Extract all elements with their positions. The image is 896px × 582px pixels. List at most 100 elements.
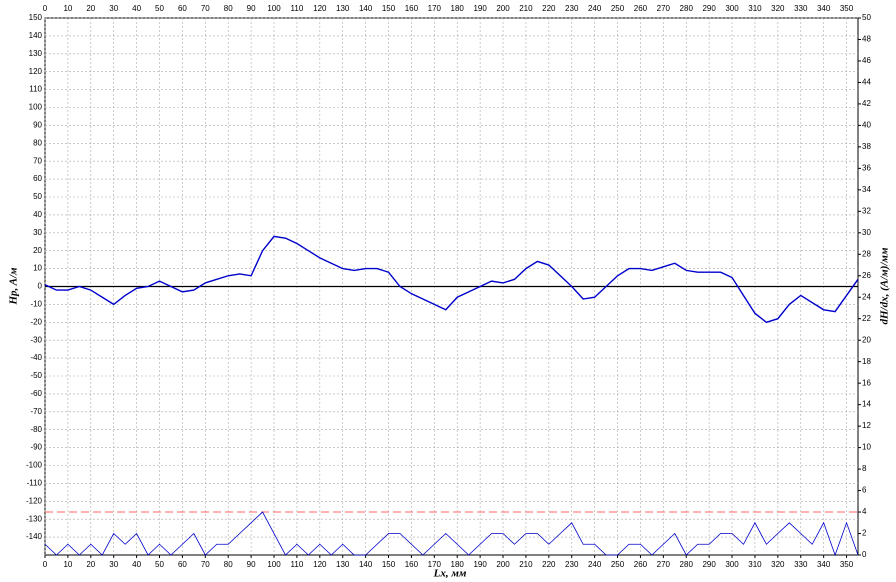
x-tick-label: 10 — [63, 560, 72, 569]
y-tick-label: -80 — [30, 425, 42, 434]
x-tick-label: 350 — [840, 560, 854, 569]
y2-tick-label: 4 — [862, 507, 867, 516]
x-tick-label: 220 — [542, 560, 556, 569]
y2-tick-label: 26 — [862, 271, 871, 280]
line-series — [44, 511, 859, 557]
x-tick-label: 90 — [247, 560, 256, 569]
x-tick-label: 100 — [267, 560, 281, 569]
x-top-tick-label: 220 — [542, 4, 556, 13]
x-tick-label: 320 — [771, 560, 785, 569]
x-top-tick-label: 160 — [405, 4, 419, 13]
y2-tick-label: 0 — [862, 550, 867, 559]
x-top-tick-label: 20 — [86, 4, 95, 13]
x-tick-label: 270 — [657, 560, 671, 569]
x-tick-label: 70 — [201, 560, 210, 569]
x-top-tick-label: 0 — [43, 4, 48, 13]
x-tick-label: 280 — [680, 560, 694, 569]
x-tick-label: 140 — [359, 560, 373, 569]
x-top-tick-label: 40 — [132, 4, 141, 13]
y-tick-label: 0 — [38, 282, 43, 291]
y2-tick-label: 14 — [862, 400, 871, 409]
x-top-tick-label: 60 — [178, 4, 187, 13]
y2-axis-label: dH/dx, (A/м)/мм — [879, 247, 891, 324]
y2-tick-label: 2 — [862, 529, 867, 538]
y2-tick-label: 24 — [862, 292, 871, 301]
y2-tick-label: 46 — [862, 56, 871, 65]
x-axis-label: Lx, мм — [433, 568, 467, 580]
y-tick-label: -130 — [26, 514, 43, 523]
x-top-tick-label: 120 — [313, 4, 327, 13]
x-tick-label: 260 — [634, 560, 648, 569]
x-top-tick-label: 250 — [611, 4, 625, 13]
y-tick-label: 50 — [33, 192, 42, 201]
y-tick-label: -70 — [30, 407, 42, 416]
x-tick-label: 290 — [702, 560, 716, 569]
y2-tick-label: 16 — [862, 378, 871, 387]
y2-tick-label: 22 — [862, 314, 871, 323]
x-tick-label: 230 — [565, 560, 579, 569]
x-tick-label: 160 — [405, 560, 419, 569]
y2-tick-label: 8 — [862, 464, 867, 473]
x-tick-label: 200 — [496, 560, 510, 569]
x-top-tick-label: 100 — [267, 4, 281, 13]
x-top-tick-label: 330 — [794, 4, 808, 13]
y2-tick-label: 10 — [862, 443, 871, 452]
y-tick-label: 20 — [33, 246, 42, 255]
y-tick-label: -100 — [26, 461, 43, 470]
y2-tick-label: 38 — [862, 142, 871, 151]
x-top-tick-label: 320 — [771, 4, 785, 13]
x-top-tick-label: 90 — [247, 4, 256, 13]
y2-tick-label: 30 — [862, 228, 871, 237]
x-tick-label: 50 — [155, 560, 164, 569]
y-tick-label: -20 — [30, 317, 42, 326]
x-tick-label: 30 — [109, 560, 118, 569]
x-tick-label: 170 — [428, 560, 442, 569]
x-tick-label: 310 — [748, 560, 762, 569]
y-tick-label: 130 — [29, 49, 43, 58]
y2-tick-label: 6 — [862, 486, 867, 495]
y2-tick-label: 48 — [862, 35, 871, 44]
y2-tick-label: 36 — [862, 163, 871, 172]
x-tick-label: 130 — [336, 560, 350, 569]
x-top-tick-label: 260 — [634, 4, 648, 13]
x-top-tick-label: 280 — [680, 4, 694, 13]
x-top-tick-label: 350 — [840, 4, 854, 13]
y-tick-label: 90 — [33, 121, 42, 130]
x-top-tick-label: 30 — [109, 4, 118, 13]
y2-tick-label: 12 — [862, 421, 871, 430]
y-tick-label: -10 — [30, 300, 42, 309]
x-tick-label: 180 — [451, 560, 465, 569]
y2-tick-label: 28 — [862, 249, 871, 258]
y2-tick-label: 32 — [862, 206, 871, 215]
x-tick-label: 150 — [382, 560, 396, 569]
x-tick-label: 80 — [224, 560, 233, 569]
y2-tick-label: 20 — [862, 335, 871, 344]
x-tick-label: 340 — [817, 560, 831, 569]
x-top-tick-label: 170 — [428, 4, 442, 13]
y2-tick-label: 40 — [862, 121, 871, 130]
x-tick-label: 60 — [178, 560, 187, 569]
x-tick-label: 250 — [611, 560, 625, 569]
x-tick-label: 210 — [519, 560, 533, 569]
x-tick-label: 110 — [291, 560, 304, 569]
y-tick-label: 60 — [33, 174, 42, 183]
x-tick-label: 0 — [43, 560, 48, 569]
y-tick-label: -50 — [30, 371, 42, 380]
x-top-tick-label: 130 — [336, 4, 350, 13]
x-tick-label: 20 — [86, 560, 95, 569]
y-axis-label: Hp, A/м — [8, 267, 20, 306]
y-tick-label: -40 — [30, 353, 42, 362]
y-tick-label: 110 — [29, 85, 42, 94]
y-tick-label: -90 — [30, 443, 42, 452]
x-top-tick-label: 270 — [657, 4, 671, 13]
y-tick-label: 120 — [29, 67, 43, 76]
y-tick-label: -110 — [27, 479, 43, 488]
x-top-tick-label: 180 — [451, 4, 465, 13]
x-tick-label: 120 — [313, 560, 327, 569]
y2-tick-label: 18 — [862, 357, 871, 366]
y2-tick-label: 44 — [862, 78, 871, 87]
x-top-tick-label: 300 — [725, 4, 739, 13]
y-tick-label: -30 — [30, 335, 42, 344]
x-top-tick-label: 80 — [224, 4, 233, 13]
x-top-tick-label: 290 — [702, 4, 716, 13]
